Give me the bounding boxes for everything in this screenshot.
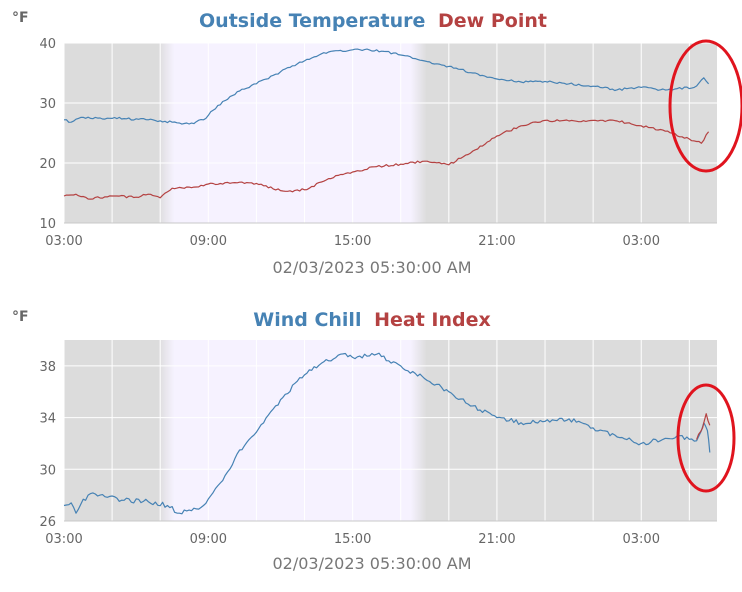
annotation-circle: [676, 383, 736, 493]
timestamp-label: 02/03/2023 05:30:00 AM: [273, 554, 472, 573]
y-unit-label: °F: [12, 10, 29, 26]
series-line-dew-point: [63, 119, 710, 200]
x-tick-label: 03:00: [45, 234, 82, 249]
title-outside-temperature: Outside Temperature: [199, 10, 425, 32]
timestamp-label: 02/03/2023 05:30:00 AM: [273, 258, 472, 277]
series-line-wind-chill: [63, 352, 711, 515]
y-tick-label: 38: [39, 360, 56, 375]
x-tick-label: 09:00: [190, 234, 227, 249]
y-tick-label: 30: [39, 463, 56, 478]
plot-area: 10 20 30 40 03:00 09:00 15:00 21:00 03:00: [39, 37, 717, 249]
y-tick-label: 26: [39, 515, 56, 530]
x-tick-label: 21:00: [478, 532, 515, 547]
y-tick-label: 40: [39, 37, 56, 52]
annotation-circle: [668, 39, 742, 173]
y-tick-label: 30: [39, 97, 56, 112]
chart-title: Outside Temperature Dew Point: [199, 10, 547, 32]
x-tick-label: 15:00: [334, 234, 371, 249]
x-tick-label: 21:00: [478, 234, 515, 249]
x-tick-label: 03:00: [45, 532, 82, 547]
outside-temperature-chart: °F Outside Temperature Dew Point 10 20 30 4…: [12, 10, 717, 277]
title-wind-chill: Wind Chill: [253, 309, 361, 331]
y-tick-label: 20: [39, 157, 56, 172]
plot-area: 26 30 34 38 03:00 09:00 15:00 21:00 03:00: [39, 340, 717, 547]
y-tick-label: 34: [39, 412, 56, 427]
y-tick-label: 10: [39, 217, 56, 232]
daylight-band: [158, 43, 427, 223]
series-line-heat-index: [696, 413, 711, 440]
x-tick-label: 03:00: [623, 532, 660, 547]
title-heat-index: Heat Index: [374, 309, 491, 331]
daylight-band: [158, 340, 427, 521]
x-tick-label: 09:00: [190, 532, 227, 547]
x-tick-label: 15:00: [334, 532, 371, 547]
title-dew-point: Dew Point: [438, 10, 547, 32]
series-line-outside-temperature: [63, 48, 710, 125]
x-tick-label: 03:00: [623, 234, 660, 249]
y-unit-label: °F: [12, 309, 29, 325]
wind-chill-chart: °F Wind Chill Heat Index 26 30 34 38 03:00 09…: [12, 309, 717, 573]
chart-title: Wind Chill Heat Index: [253, 309, 491, 331]
